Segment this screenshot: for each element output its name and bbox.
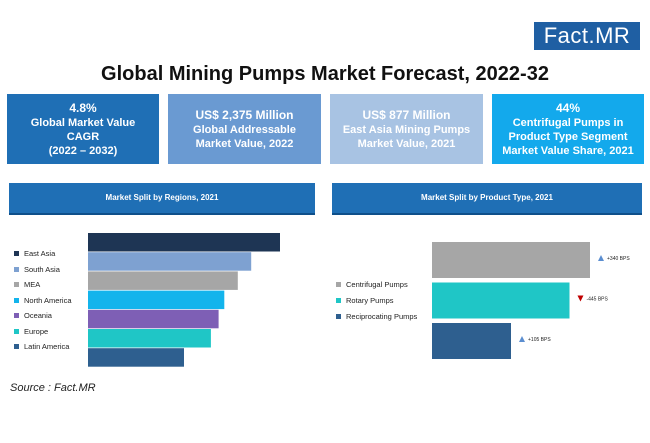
region-bar-mea	[88, 271, 238, 290]
increase-arrow-icon	[598, 255, 604, 261]
kpi-value: US$ 2,375 Million	[195, 107, 294, 122]
legend-swatch	[14, 282, 19, 288]
legend-swatch	[336, 281, 341, 287]
kpi-label: Centrifugal Pumps in Product Type Segmen…	[502, 116, 634, 157]
region-bar-latin-america	[88, 348, 184, 367]
legend-swatch	[336, 297, 341, 303]
kpi-label: Global Market Value CAGR (2022 – 2032)	[30, 116, 136, 157]
logo-text-a: Fact.	[543, 23, 596, 48]
region-bar-east-asia	[88, 233, 280, 252]
kpi-value: US$ 877 Million	[362, 107, 451, 122]
kpi-label: East Asia Mining Pumps Market Value, 202…	[342, 123, 471, 150]
region-legend-item: Latin America	[14, 339, 72, 355]
product-bar-centrifugal-pumps	[432, 242, 590, 278]
bps-change-label: +105 BPS	[528, 337, 551, 343]
kpi-global-value: US$ 2,375 Million Global Addressable Mar…	[168, 94, 321, 164]
legend-swatch	[14, 266, 19, 272]
legend-swatch	[14, 344, 19, 350]
region-legend-item: South Asia	[14, 262, 72, 278]
kpi-centrifugal-share: 44% Centrifugal Pumps in Product Type Se…	[492, 94, 644, 164]
legend-swatch	[14, 297, 19, 303]
region-legend-item: MEA	[14, 277, 72, 293]
regions-legend: East Asia South Asia MEA North America Ocean…	[14, 246, 72, 355]
region-legend-item: East Asia	[14, 246, 72, 262]
region-bar-europe	[88, 329, 211, 348]
legend-swatch	[14, 251, 19, 257]
legend-swatch	[14, 313, 19, 319]
legend-label: North America	[24, 295, 72, 305]
kpi-cagr: 4.8% Global Market Value CAGR (2022 – 20…	[7, 94, 159, 164]
legend-swatch	[336, 313, 341, 319]
legend-label: Centrifugal Pumps	[346, 279, 408, 289]
kpi-value: 44%	[555, 100, 581, 115]
bps-change-label: +340 BPS	[607, 256, 630, 262]
legend-label: Latin America	[24, 342, 70, 352]
legend-swatch	[14, 328, 19, 334]
increase-arrow-icon	[519, 336, 525, 342]
logo-text-b: MR	[595, 23, 631, 48]
factmr-logo: Fact.MR	[534, 22, 640, 50]
source-note: Source : Fact.MR	[10, 382, 96, 394]
page-title: Global Mining Pumps Market Forecast, 202…	[101, 63, 549, 85]
region-bar-north-america	[88, 290, 225, 310]
kpi-label: Global Addressable Market Value, 2022	[193, 123, 296, 150]
kpi-east-asia-value: US$ 877 Million East Asia Mining Pumps M…	[330, 94, 483, 164]
region-legend-item: Oceania	[14, 308, 72, 324]
bps-change-label: -445 BPS	[586, 297, 608, 303]
product-bar-reciprocating-pumps	[432, 323, 511, 359]
product-legend-item: Centrifugal Pumps	[336, 276, 417, 292]
legend-label: Reciprocating Pumps	[346, 311, 418, 321]
region-legend-item: Europe	[14, 324, 72, 340]
legend-label: East Asia	[24, 249, 56, 259]
legend-label: MEA	[24, 280, 41, 290]
product-legend: Centrifugal Pumps Rotary Pumps Reciprocati…	[336, 276, 417, 324]
product-bar-rotary-pumps	[432, 282, 570, 319]
product-legend-item: Rotary Pumps	[336, 292, 417, 308]
regions-panel-title: Market Split by Regions, 2021	[9, 183, 315, 215]
region-bar-oceania	[88, 309, 219, 329]
region-legend-item: North America	[14, 293, 72, 309]
legend-label: Europe	[24, 326, 49, 336]
legend-label: South Asia	[24, 264, 60, 274]
kpi-value: 4.8%	[69, 100, 97, 115]
region-bar-south-asia	[88, 252, 252, 271]
legend-label: Rotary Pumps	[346, 295, 394, 305]
legend-label: Oceania	[24, 311, 52, 321]
decrease-arrow-icon	[577, 295, 584, 302]
product-legend-item: Reciprocating Pumps	[336, 308, 417, 324]
product-panel-title: Market Split by Product Type, 2021	[332, 183, 642, 215]
